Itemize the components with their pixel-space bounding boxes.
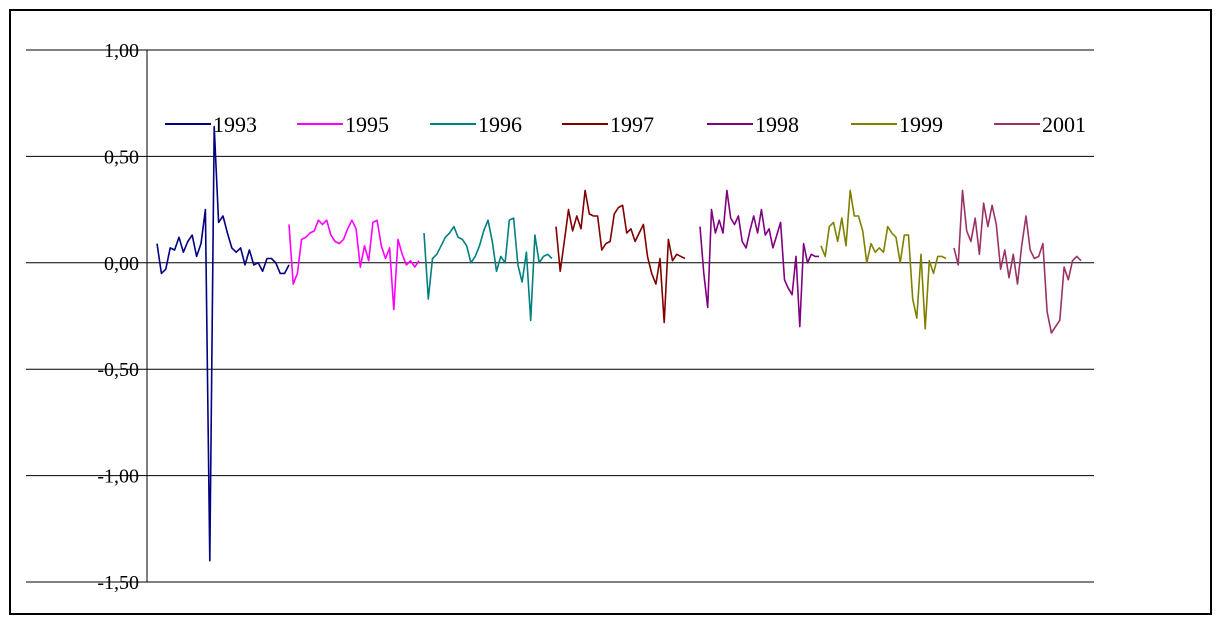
legend-label-1997: 1997 — [610, 112, 654, 137]
series-line-1998 — [699, 189, 819, 328]
y-tick-label: 1,00 — [104, 40, 139, 62]
legend-label-1993: 1993 — [213, 112, 257, 137]
y-tick-label: -1,00 — [97, 466, 139, 488]
series-line-1997 — [555, 189, 686, 324]
series-line-1995 — [288, 219, 420, 311]
series-line-1996 — [423, 217, 553, 322]
legend-label-1998: 1998 — [755, 112, 799, 137]
y-tick-label: -1,50 — [97, 572, 139, 594]
legend-label-1999: 1999 — [899, 112, 943, 137]
y-tick-label: 0,00 — [104, 253, 139, 275]
legend-label-1995: 1995 — [345, 112, 389, 137]
y-tick-label: -0,50 — [97, 359, 139, 381]
series-line-1993 — [156, 125, 290, 562]
y-tick-labels: 1,00 0,50 0,00 -0,50 -1,00 -1,50 — [97, 40, 139, 594]
series-line-2001 — [953, 189, 1082, 334]
y-tick-label: 0,50 — [104, 146, 139, 168]
series-lines — [156, 125, 1082, 562]
legend-label-2001: 2001 — [1042, 112, 1086, 137]
line-chart: 1,00 0,50 0,00 -0,50 -1,00 -1,50 1993 1995 1996… — [26, 40, 1094, 594]
legend-label-1996: 1996 — [478, 112, 522, 137]
series-line-1999 — [820, 189, 947, 330]
legend: 1993 1995 1996 1997 1998 1999 2001 — [165, 112, 1086, 137]
chart-frame: 1,00 0,50 0,00 -0,50 -1,00 -1,50 1993 1995 1996… — [9, 9, 1212, 615]
